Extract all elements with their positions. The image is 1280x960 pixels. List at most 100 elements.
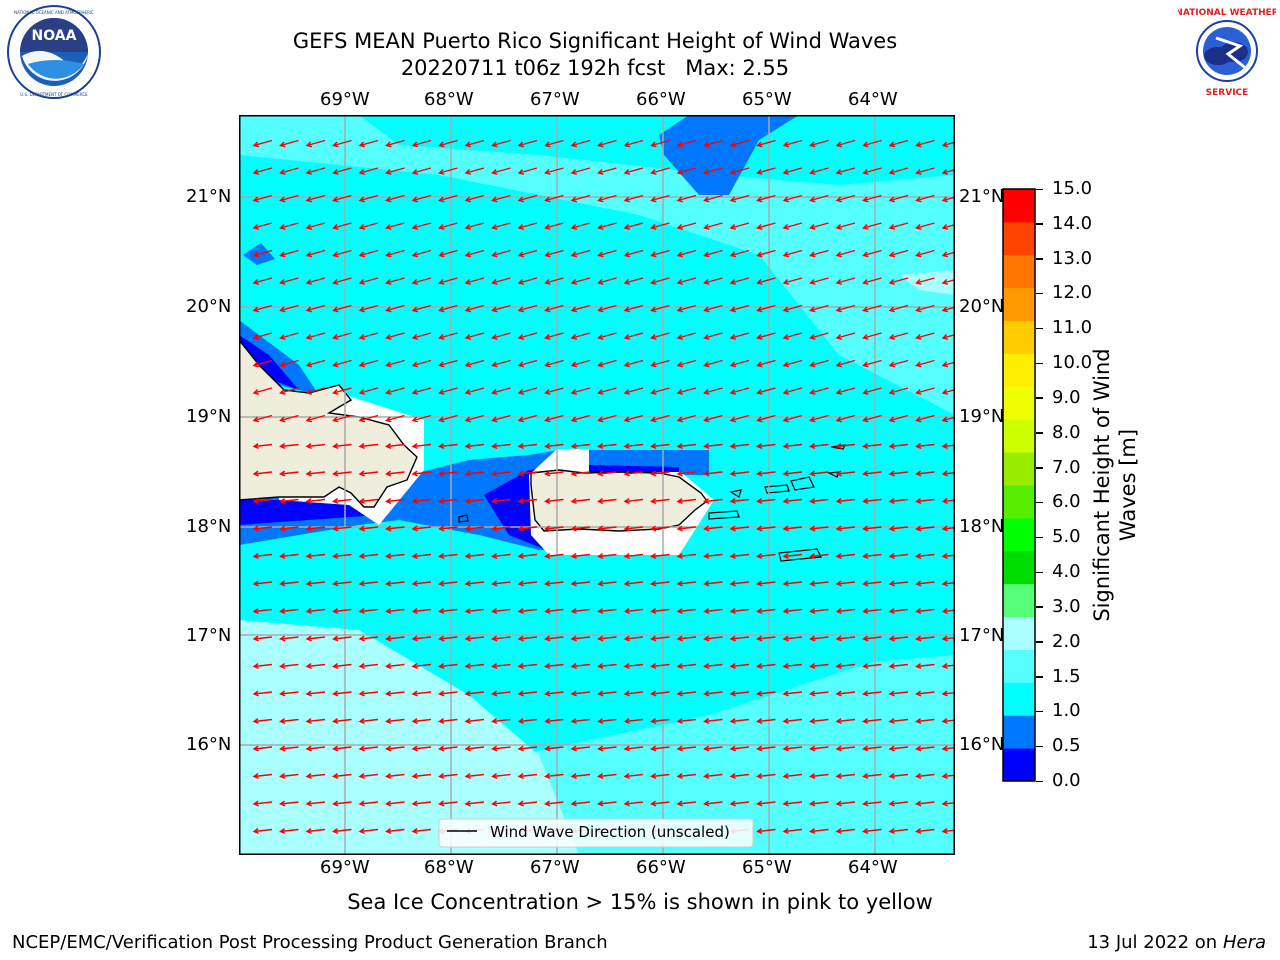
wave-direction-arrow xyxy=(517,745,538,752)
wave-direction-arrow xyxy=(305,443,326,450)
wave-direction-arrow xyxy=(358,800,379,807)
wave-direction-arrow xyxy=(862,194,882,203)
wave-direction-arrow xyxy=(756,800,776,807)
wave-direction-arrow xyxy=(941,608,955,615)
wave-direction-arrow xyxy=(756,194,776,203)
wave-direction-arrow xyxy=(305,470,326,477)
colorbar-tick-mark xyxy=(1036,536,1043,539)
map-legend: Wind Wave Direction (unscaled) xyxy=(438,818,754,848)
wave-direction-arrow xyxy=(888,635,909,642)
wave-direction-arrow xyxy=(597,359,617,368)
wave-direction-arrow xyxy=(888,249,909,258)
wave-direction-arrow xyxy=(915,470,935,477)
colorbar-tick-label: 4.0 xyxy=(1052,561,1081,583)
colorbar-tick-mark xyxy=(1036,188,1043,190)
wave-direction-arrow xyxy=(862,222,882,230)
wave-direction-arrow xyxy=(729,222,750,230)
wave-direction-arrow xyxy=(544,167,564,175)
wave-direction-arrow xyxy=(491,277,511,285)
wave-direction-arrow xyxy=(835,580,856,587)
wave-direction-arrow xyxy=(544,663,564,670)
wave-direction-arrow xyxy=(385,194,405,203)
wave-direction-arrow xyxy=(438,773,458,780)
wave-direction-arrow xyxy=(782,553,803,560)
wave-direction-arrow xyxy=(517,359,538,368)
wave-direction-arrow xyxy=(332,359,352,368)
wave-direction-arrow xyxy=(385,387,405,395)
wave-direction-arrow xyxy=(835,139,856,148)
wave-direction-arrow xyxy=(756,745,776,752)
wave-direction-arrow xyxy=(835,690,856,697)
wave-direction-arrow xyxy=(385,470,405,477)
svg-text:U.S. DEPARTMENT OF COMMERCE: U.S. DEPARTMENT OF COMMERCE xyxy=(20,92,88,97)
wave-direction-arrow xyxy=(756,443,776,450)
wave-direction-arrow xyxy=(544,773,564,780)
wave-direction-arrow xyxy=(703,359,723,368)
wave-direction-arrow xyxy=(862,167,882,175)
island-st-croix xyxy=(778,548,822,562)
wave-direction-arrow xyxy=(676,773,697,780)
wave-direction-arrow xyxy=(252,690,273,697)
wave-direction-arrow xyxy=(517,498,538,505)
wave-direction-arrow xyxy=(756,332,776,340)
wave-direction-arrow xyxy=(252,635,273,642)
wave-direction-arrow xyxy=(756,359,776,368)
wave-direction-arrow xyxy=(782,663,803,670)
wave-direction-arrow xyxy=(438,414,458,423)
wave-direction-arrow xyxy=(491,553,511,560)
wave-direction-arrow xyxy=(756,635,776,642)
wave-direction-arrow xyxy=(411,553,432,560)
wave-direction-arrow xyxy=(279,525,299,532)
colorbar-cell xyxy=(1003,386,1035,420)
wave-direction-arrow xyxy=(252,304,273,313)
wave-direction-arrow xyxy=(570,663,591,670)
wave-direction-arrow xyxy=(305,773,326,780)
wave-direction-arrow xyxy=(252,222,273,230)
lon-tick-top: 64°W xyxy=(848,89,898,110)
wave-direction-arrow xyxy=(650,249,670,258)
lat-tick-right: 18°N xyxy=(959,516,1005,537)
wave-direction-arrow xyxy=(491,167,511,175)
wave-direction-arrow xyxy=(438,718,458,725)
wave-direction-arrow xyxy=(517,608,538,615)
wave-direction-arrow xyxy=(941,278,955,285)
wave-direction-arrow xyxy=(570,332,591,340)
wave-direction-arrow xyxy=(729,663,750,670)
wave-direction-arrow xyxy=(570,718,591,725)
wave-direction-arrow xyxy=(279,359,299,368)
wave-direction-arrow xyxy=(252,277,273,285)
wave-direction-arrow xyxy=(385,525,405,532)
wave-direction-arrow xyxy=(941,828,955,835)
wave-direction-arrow xyxy=(729,194,750,203)
wave-direction-arrow xyxy=(756,553,776,560)
wave-direction-arrow xyxy=(438,525,458,532)
wave-direction-arrow xyxy=(729,745,750,752)
wave-direction-arrow xyxy=(835,414,856,423)
wave-direction-arrow xyxy=(517,718,538,725)
colorbar-tick-label: 2.0 xyxy=(1052,630,1081,652)
wave-direction-arrow xyxy=(862,580,882,587)
wave-direction-arrow xyxy=(597,443,617,450)
wave-direction-arrow xyxy=(358,580,379,587)
wave-direction-arrow xyxy=(570,580,591,587)
wave-band-2-3 xyxy=(239,620,579,855)
wave-direction-arrow xyxy=(385,718,405,725)
wave-direction-arrow xyxy=(544,414,564,423)
wave-direction-arrow xyxy=(597,222,617,230)
wave-direction-arrow xyxy=(279,635,299,642)
wave-direction-arrow xyxy=(809,608,829,615)
colorbar-tick-label: 1.0 xyxy=(1052,700,1081,722)
wave-direction-arrow xyxy=(358,222,379,230)
wave-direction-arrow xyxy=(358,525,379,532)
wave-direction-arrow xyxy=(464,690,485,697)
wave-direction-arrow xyxy=(517,249,538,258)
wave-direction-arrow xyxy=(411,470,432,477)
wave-direction-arrow xyxy=(597,745,617,752)
wave-direction-arrow xyxy=(915,773,935,780)
lat-tick-left: 20°N xyxy=(186,296,232,317)
wave-direction-arrow xyxy=(703,194,723,203)
wave-direction-arrow xyxy=(358,608,379,615)
colorbar-tick-mark xyxy=(1036,397,1043,399)
colorbar xyxy=(1002,188,1036,782)
wave-direction-arrow xyxy=(676,277,697,285)
